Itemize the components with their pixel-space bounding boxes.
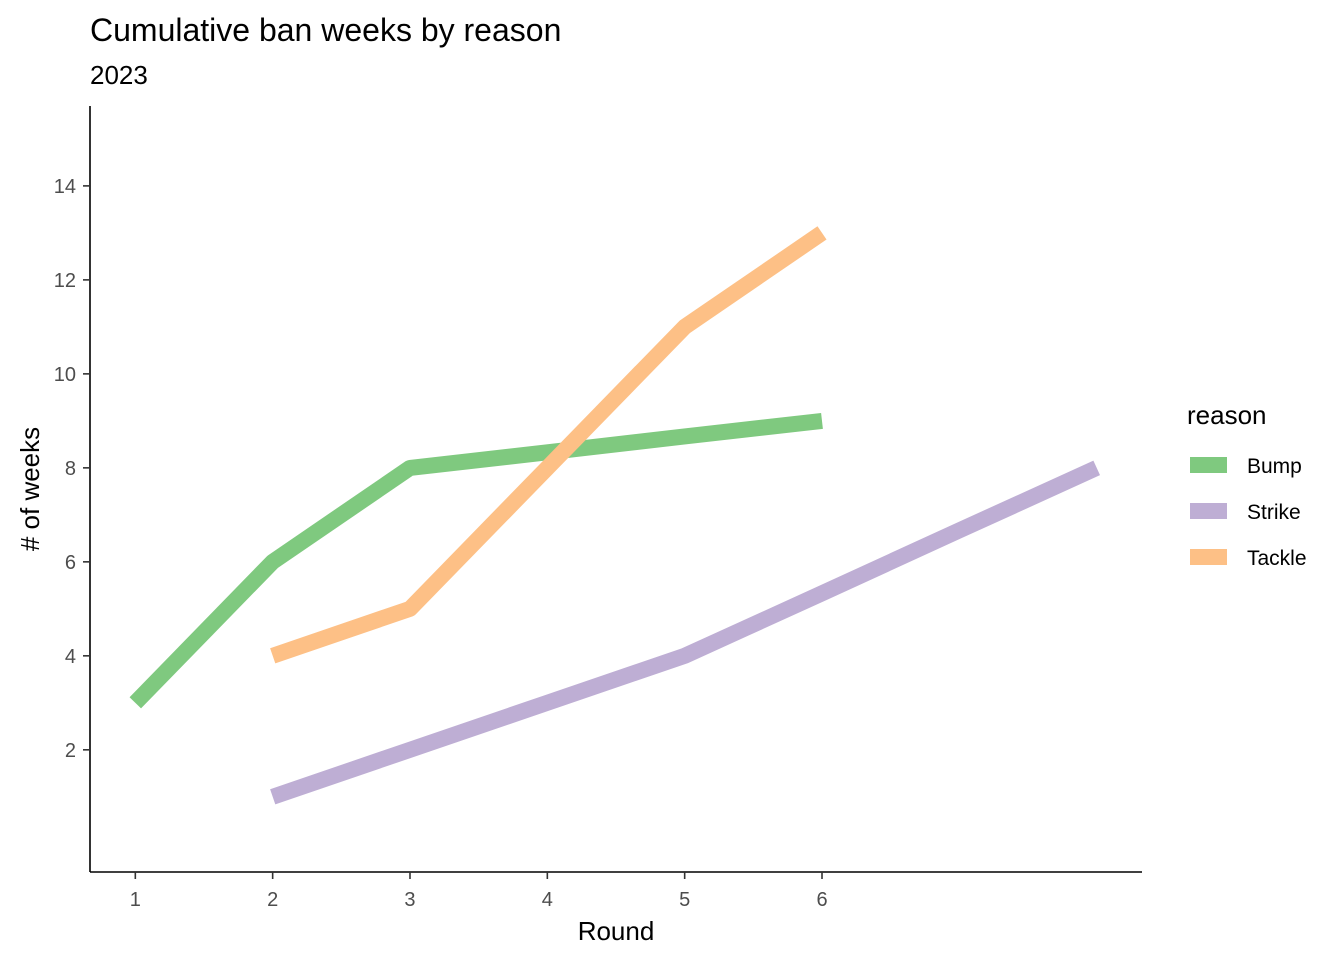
x-tick-label: 4 bbox=[542, 889, 553, 911]
chart-subtitle: 2023 bbox=[90, 60, 148, 90]
y-tick-label: 10 bbox=[54, 364, 76, 386]
legend-label-bump: Bump bbox=[1247, 455, 1302, 478]
y-axis-title: # of weeks bbox=[15, 427, 45, 551]
y-tick-label: 14 bbox=[54, 176, 76, 198]
x-tick-label: 1 bbox=[130, 889, 141, 911]
x-tick-label: 3 bbox=[404, 889, 415, 911]
y-tick-label: 8 bbox=[65, 458, 76, 480]
series-line-tackle bbox=[270, 226, 827, 664]
legend-title: reason bbox=[1187, 400, 1267, 430]
legend-label-strike: Strike bbox=[1247, 501, 1301, 524]
x-tick-label: 5 bbox=[679, 889, 690, 911]
y-tick-label: 4 bbox=[65, 646, 76, 668]
y-tick-label: 12 bbox=[54, 270, 76, 292]
chart-title: Cumulative ban weeks by reason bbox=[90, 12, 561, 48]
x-axis-title: Round bbox=[578, 916, 655, 946]
series-line-bump bbox=[129, 412, 823, 709]
legend-label-tackle: Tackle bbox=[1247, 547, 1307, 570]
x-tick-label: 6 bbox=[816, 889, 827, 911]
series-line-strike bbox=[270, 460, 1101, 805]
y-tick-label: 6 bbox=[65, 552, 76, 574]
legend: reason Bump Strike Tackle bbox=[1187, 400, 1307, 570]
y-axis-ticks: 2 4 6 8 10 12 14 bbox=[54, 176, 90, 762]
y-tick-label: 2 bbox=[65, 740, 76, 762]
x-axis-ticks: 1 2 3 4 5 6 bbox=[130, 872, 828, 911]
plot-area bbox=[129, 226, 1101, 805]
x-tick-label: 2 bbox=[267, 889, 278, 911]
